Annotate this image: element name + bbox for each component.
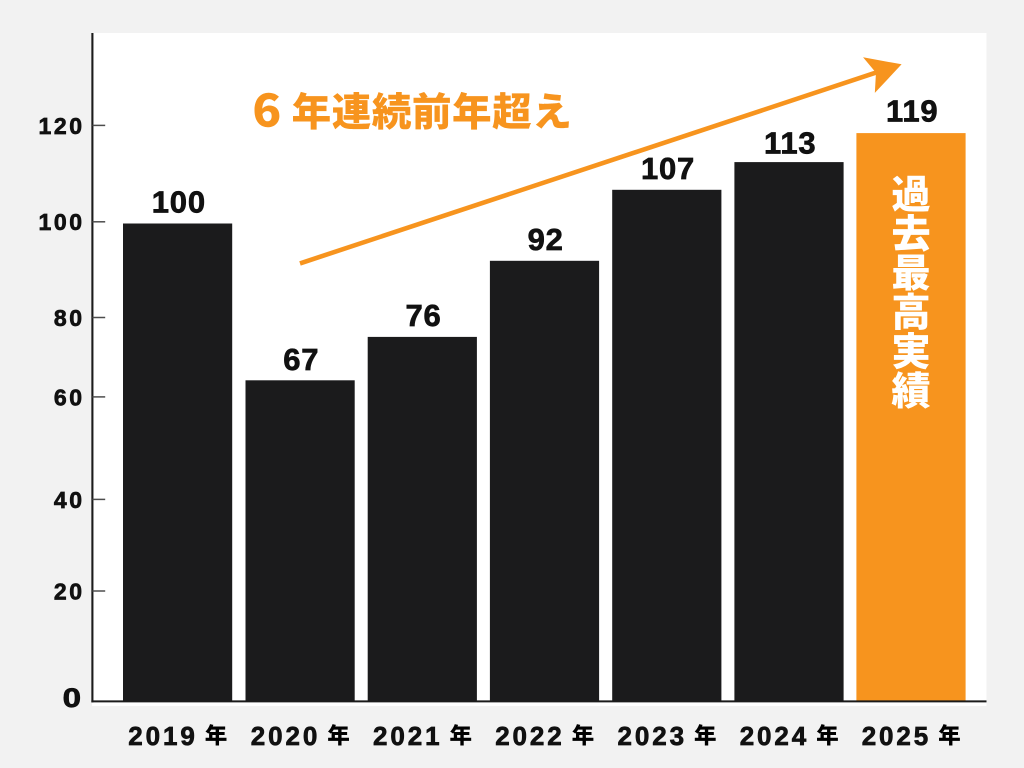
- svg-text:100: 100: [39, 209, 85, 235]
- svg-text:76: 76: [405, 298, 441, 333]
- svg-text:0: 0: [63, 684, 81, 713]
- svg-text:20: 20: [54, 578, 85, 604]
- svg-text:100: 100: [152, 185, 206, 220]
- svg-text:2025: 2025: [862, 721, 931, 751]
- svg-text:2019: 2019: [128, 721, 197, 751]
- svg-text:67: 67: [283, 342, 319, 377]
- svg-text:2023: 2023: [618, 721, 687, 751]
- svg-text:80: 80: [54, 305, 85, 331]
- svg-text:2020: 2020: [251, 721, 320, 751]
- svg-text:40: 40: [54, 487, 85, 513]
- svg-text:2021: 2021: [373, 721, 442, 751]
- svg-text:2022: 2022: [495, 721, 564, 751]
- svg-text:107: 107: [641, 151, 695, 186]
- svg-text:60: 60: [54, 384, 85, 410]
- svg-text:92: 92: [528, 222, 564, 257]
- svg-text:2024: 2024: [740, 721, 809, 751]
- svg-text:120: 120: [39, 113, 85, 139]
- svg-text:119: 119: [886, 93, 938, 128]
- svg-text:113: 113: [764, 126, 816, 161]
